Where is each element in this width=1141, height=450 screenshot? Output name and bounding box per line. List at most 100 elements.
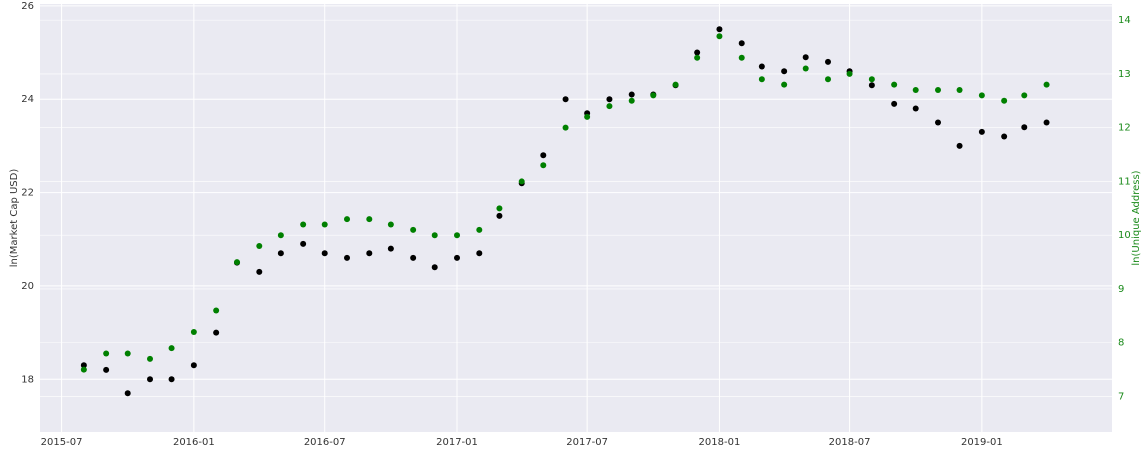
point [277, 250, 284, 257]
x-tick-label: 2016-01 [173, 437, 215, 448]
point [540, 152, 547, 159]
point [758, 76, 765, 83]
point [781, 81, 788, 88]
point [1001, 97, 1008, 104]
point [366, 250, 373, 257]
point [321, 221, 328, 228]
point [978, 128, 985, 135]
point [496, 212, 503, 219]
point [1021, 92, 1028, 99]
point [277, 232, 284, 239]
grid [40, 4, 1112, 432]
point [103, 366, 110, 373]
point [1043, 81, 1050, 88]
y2-tick-label: 8 [1118, 338, 1124, 349]
point [562, 96, 569, 103]
point [256, 268, 263, 275]
point [781, 68, 788, 75]
point [716, 26, 723, 33]
point [802, 54, 809, 61]
point [300, 221, 307, 228]
point [584, 113, 591, 120]
point [1001, 133, 1008, 140]
point [758, 63, 765, 70]
point [978, 92, 985, 99]
point [868, 82, 875, 89]
y-tick-label: 20 [21, 281, 34, 292]
point [190, 362, 197, 369]
point [825, 58, 832, 65]
y2-tick-label: 12 [1118, 123, 1131, 134]
point [825, 76, 832, 83]
plot-area [40, 4, 1112, 432]
y-tick-label: 22 [21, 188, 34, 199]
point [234, 259, 241, 266]
point [562, 124, 569, 131]
point [912, 87, 919, 94]
y-axis-label: ln(Market Cap USD) [9, 169, 20, 268]
point [387, 221, 394, 228]
point [387, 245, 394, 252]
point [103, 350, 110, 357]
point [300, 240, 307, 247]
y-tick-label: 18 [21, 374, 34, 385]
point [410, 254, 417, 261]
point [628, 91, 635, 98]
point [431, 232, 438, 239]
point [476, 250, 483, 257]
point [147, 355, 154, 362]
point [518, 178, 525, 185]
point [410, 226, 417, 233]
x-tick-label: 2018-07 [829, 437, 871, 448]
point [213, 329, 220, 336]
point [912, 105, 919, 112]
point [190, 328, 197, 335]
point [606, 103, 613, 110]
point [672, 81, 679, 88]
point [935, 87, 942, 94]
point [694, 54, 701, 61]
point [694, 49, 701, 56]
point [540, 162, 547, 169]
point [80, 366, 87, 373]
point [802, 65, 809, 72]
point [628, 97, 635, 104]
point [868, 76, 875, 83]
point [956, 142, 963, 149]
point [891, 100, 898, 107]
point [496, 205, 503, 212]
point [344, 216, 351, 223]
point [213, 307, 220, 314]
point [891, 81, 898, 88]
point [344, 254, 351, 261]
x-tick-label: 2018-01 [699, 437, 741, 448]
point [256, 242, 263, 249]
point [366, 216, 373, 223]
y2-tick-label: 14 [1118, 15, 1131, 26]
x-tick-label: 2019-01 [961, 437, 1003, 448]
x-tick-label: 2017-01 [436, 437, 478, 448]
x-tick-label: 2017-07 [566, 437, 608, 448]
y2-tick-label: 10 [1118, 230, 1131, 241]
point [431, 264, 438, 271]
point [454, 254, 461, 261]
point [716, 33, 723, 40]
point [168, 345, 175, 352]
point [956, 87, 963, 94]
point [476, 226, 483, 233]
point [124, 350, 131, 357]
point [650, 92, 657, 99]
point [738, 40, 745, 47]
point [124, 390, 131, 397]
y-tick-label: 24 [21, 94, 34, 105]
point [1021, 124, 1028, 131]
point [454, 232, 461, 239]
y2-tick-label: 7 [1118, 392, 1124, 403]
y2-axis: 7 8 9 10 11 12 13 14 [1118, 15, 1131, 402]
y2-tick-label: 13 [1118, 69, 1131, 80]
y2-axis-label: ln(Unique Address) [1131, 170, 1141, 265]
x-tick-label: 2015-07 [41, 437, 83, 448]
point [80, 362, 87, 369]
point [321, 250, 328, 257]
